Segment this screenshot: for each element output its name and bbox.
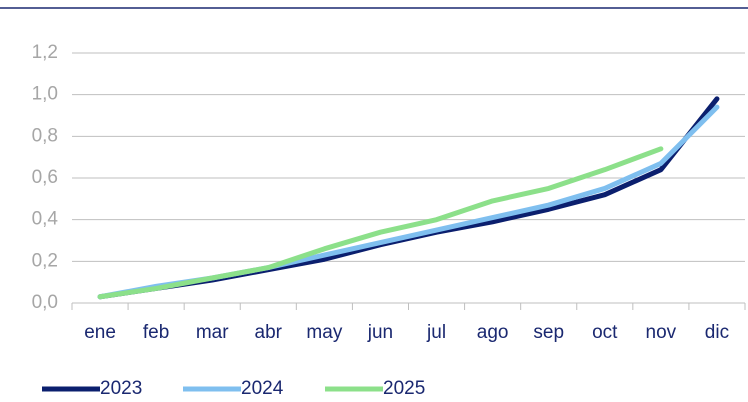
y-tick-label: 1,2 — [32, 42, 58, 63]
y-tick-label: 0,8 — [32, 125, 58, 146]
x-tick-label: mar — [196, 322, 229, 343]
y-tick-label: 1,0 — [32, 84, 58, 105]
x-tick-label: feb — [143, 322, 169, 343]
y-tick-label: 0,4 — [32, 209, 59, 230]
legend-label: 2025 — [383, 378, 425, 399]
x-tick-label: may — [306, 322, 342, 343]
legend-label: 2024 — [241, 378, 284, 399]
x-tick-label: nov — [646, 322, 677, 343]
y-tick-label: 0,2 — [32, 250, 58, 271]
series-line — [97, 96, 720, 300]
legend-label: 2023 — [100, 378, 142, 399]
x-tick-label: ago — [477, 322, 509, 343]
x-tick-label: dic — [705, 322, 729, 343]
series-line — [97, 104, 720, 300]
x-tick-label: sep — [533, 322, 564, 343]
x-tick-label: jul — [426, 322, 446, 343]
y-tick-label: 0,0 — [32, 292, 58, 313]
x-tick-label: oct — [592, 322, 618, 343]
x-tick-label: jun — [367, 322, 393, 343]
x-tick-label: abr — [255, 322, 283, 343]
y-tick-label: 0,6 — [32, 167, 58, 188]
series-line — [97, 146, 664, 300]
x-tick-label: ene — [84, 322, 116, 343]
